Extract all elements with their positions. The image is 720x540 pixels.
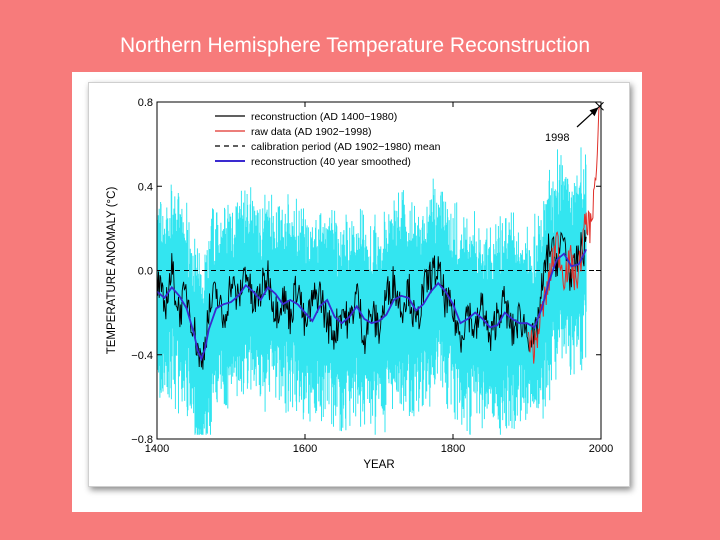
chart-frame: 0.8 0.4 0.0 −0.4 −0.8 1400 1600 1800 2000 YEAR T… (88, 82, 630, 487)
legend-label: reconstruction (AD 1400−1980) (251, 111, 397, 123)
y-tick-label: 0.0 (138, 266, 153, 278)
x-tick-label: 1800 (441, 443, 465, 455)
x-tick-label: 1600 (293, 443, 317, 455)
annotation-label: 1998 (545, 132, 569, 144)
legend-label: raw data (AD 1902−1998) (251, 126, 372, 138)
y-tick-label: −0.4 (131, 350, 153, 362)
series-layer (156, 106, 600, 370)
annotation-1998: 1998 (545, 101, 604, 144)
x-tick-label: 1400 (145, 443, 169, 455)
legend-label: calibration period (AD 1902−1980) mean (251, 141, 441, 153)
x-tick-label: 2000 (589, 443, 613, 455)
uncertainty-band-path (156, 147, 587, 435)
x-axis-label: YEAR (363, 459, 394, 471)
y-tick-label: 0.8 (138, 97, 153, 109)
slide-title: Northern Hemisphere Temperature Reconstr… (120, 34, 590, 57)
annotation-marker (595, 101, 604, 111)
y-axis-label: TEMPERATURE ANOMALY (°C) (106, 187, 118, 355)
y-tick-label: −0.8 (131, 434, 153, 446)
y-tick-label: 0.4 (138, 181, 153, 193)
legend: reconstruction (AD 1400−1980) raw data (A… (215, 111, 441, 168)
uncertainty-band (156, 147, 587, 435)
legend-label: reconstruction (40 year smoothed) (251, 156, 411, 168)
series-smoothed (156, 248, 588, 362)
